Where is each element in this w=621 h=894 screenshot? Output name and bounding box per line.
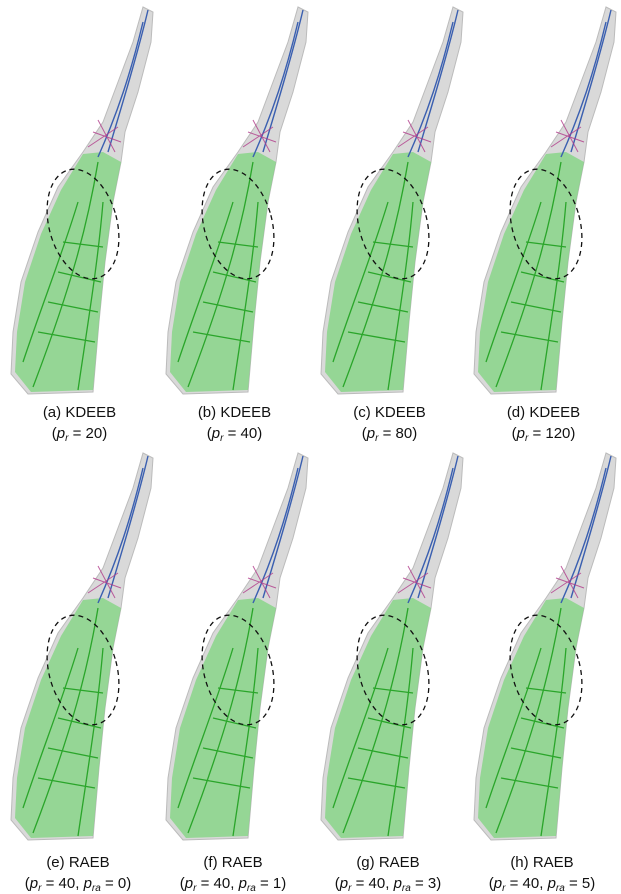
caption: (a) KDEEB(pr = 20): [2, 402, 157, 444]
caption-part: ra: [556, 883, 565, 894]
caption-part: = 80): [378, 425, 417, 442]
caption: (c) KDEEB(pr = 80): [312, 402, 467, 444]
caption-part: = 20): [68, 425, 107, 442]
caption-part: ra: [402, 883, 411, 894]
caption-part: = 40,: [505, 875, 547, 892]
caption-part: ra: [92, 883, 101, 894]
caption-part: p: [548, 875, 556, 892]
caption-part: = 40,: [41, 875, 83, 892]
bundling-image: [321, 453, 463, 840]
caption: (d) KDEEB(pr = 120): [466, 402, 621, 444]
figure: [0, 0, 621, 894]
caption-part: p: [394, 875, 402, 892]
bundling-image: [166, 453, 308, 840]
caption-params: (pr = 40, pra = 0): [0, 873, 158, 894]
caption-label: (a) KDEEB: [2, 402, 157, 423]
caption: (f) RAEB(pr = 40, pra = 1): [153, 852, 313, 894]
caption-part: p: [517, 425, 525, 442]
caption-label: (h) RAEB: [462, 852, 621, 873]
bundling-image: [321, 7, 463, 394]
caption-label: (g) RAEB: [308, 852, 468, 873]
caption-part: p: [239, 875, 247, 892]
caption-part: p: [367, 425, 375, 442]
caption: (h) RAEB(pr = 40, pra = 5): [462, 852, 621, 894]
caption-params: (pr = 40, pra = 1): [153, 873, 313, 894]
caption-params: (pr = 120): [466, 423, 621, 444]
caption-label: (c) KDEEB: [312, 402, 467, 423]
caption-params: (pr = 20): [2, 423, 157, 444]
caption-params: (pr = 80): [312, 423, 467, 444]
caption-part: = 120): [528, 425, 575, 442]
caption-part: ra: [247, 883, 256, 894]
caption: (b) KDEEB(pr = 40): [157, 402, 312, 444]
caption: (g) RAEB(pr = 40, pra = 3): [308, 852, 468, 894]
caption-label: (b) KDEEB: [157, 402, 312, 423]
bundling-image: [11, 453, 153, 840]
caption-label: (e) RAEB: [0, 852, 158, 873]
bundling-image: [474, 7, 616, 394]
caption-part: = 1): [256, 875, 286, 892]
caption-params: (pr = 40, pra = 3): [308, 873, 468, 894]
caption-part: = 40,: [351, 875, 393, 892]
caption-label: (f) RAEB: [153, 852, 313, 873]
caption-part: = 3): [411, 875, 441, 892]
caption-params: (pr = 40): [157, 423, 312, 444]
figure-page: {"panels": [ {"label": "(a) KDEEB", "par…: [0, 0, 621, 894]
caption-part: p: [212, 425, 220, 442]
bundling-image: [11, 7, 153, 394]
caption-part: = 40): [223, 425, 262, 442]
caption-label: (d) KDEEB: [466, 402, 621, 423]
caption-part: = 40,: [196, 875, 238, 892]
bundling-image: [166, 7, 308, 394]
caption-part: = 5): [565, 875, 595, 892]
caption-part: p: [185, 875, 193, 892]
caption: (e) RAEB(pr = 40, pra = 0): [0, 852, 158, 894]
caption-part: = 0): [101, 875, 131, 892]
caption-part: p: [57, 425, 65, 442]
caption-params: (pr = 40, pra = 5): [462, 873, 621, 894]
bundling-image: [474, 453, 616, 840]
caption-part: p: [84, 875, 92, 892]
caption-part: p: [340, 875, 348, 892]
caption-part: p: [30, 875, 38, 892]
caption-part: p: [494, 875, 502, 892]
